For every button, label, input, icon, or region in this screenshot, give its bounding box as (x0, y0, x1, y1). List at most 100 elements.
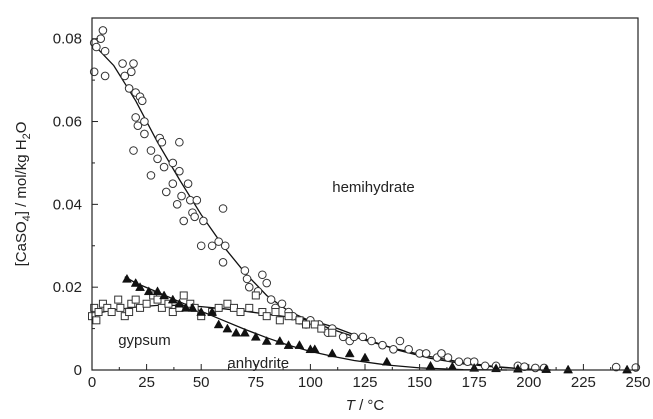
gypsum-point (229, 303, 238, 312)
gypsum-point (98, 299, 107, 308)
hemihydrate-point (118, 59, 127, 68)
gypsum-point (125, 308, 134, 317)
hemihydrate-point (454, 357, 464, 367)
hemihydrate-point (140, 117, 149, 126)
anhydrite-point (622, 364, 633, 374)
gypsum-point (103, 303, 112, 312)
gypsum-point (94, 308, 103, 317)
anhydrite-point (563, 364, 574, 374)
anhydrite-point (425, 360, 436, 370)
annotation-label: gypsum (118, 332, 171, 349)
gypsum-point (236, 308, 245, 317)
gypsum-point (127, 299, 136, 308)
hemihydrate-point (183, 179, 193, 188)
y-tick-label: 0 (74, 362, 82, 379)
x-axis-label-unit: / °C (355, 397, 385, 414)
hemihydrate-point (611, 362, 621, 372)
hemihydrate-point (175, 137, 184, 147)
anhydrite-point (174, 298, 185, 308)
hemihydrate-point (157, 137, 167, 147)
y-axis-label-sub2: 2 (21, 133, 33, 139)
anhydrite-point (250, 331, 261, 341)
anhydrite-point (122, 273, 132, 283)
gypsum-point (131, 295, 140, 304)
hemihydrate-point (129, 146, 138, 155)
x-tick-label: 50 (193, 374, 210, 391)
hemihydrate-point (214, 237, 223, 246)
hemihydrate-point (443, 353, 453, 362)
gypsum-point (271, 308, 280, 317)
hemihydrate-point (437, 349, 446, 358)
y-tick-label: 0.08 (53, 31, 82, 48)
anhydrite-point (381, 356, 392, 366)
x-tick-label: 200 (516, 374, 541, 391)
y-tick-label: 0.04 (53, 196, 82, 213)
anhydrite-point (231, 327, 242, 337)
y-axis-label-mid: ] / mol/kg H (13, 139, 30, 215)
anhydrite-point (222, 323, 233, 333)
x-tick-label: 100 (298, 374, 323, 391)
hemihydrate-point (127, 67, 136, 77)
hemihydrate-point (404, 344, 413, 354)
hemihydrate-point (153, 154, 162, 164)
x-tick-label: 25 (138, 374, 155, 391)
hemihydrate-point (131, 113, 140, 122)
gypsum-point (114, 295, 123, 304)
anhydrite-point (344, 348, 355, 358)
x-axis-label: T / °C (346, 397, 385, 414)
anhydrite-point (143, 286, 154, 296)
hemihydrate-point (100, 71, 110, 81)
x-tick-label: 150 (407, 374, 432, 391)
data-points (88, 26, 641, 374)
hemihydrate-point (146, 146, 156, 155)
anhydrite-point (196, 307, 207, 316)
y-axis-label-pre: [CaSO (13, 221, 30, 266)
gypsum-point (328, 328, 337, 337)
hemihydrate-point (146, 171, 156, 180)
gypsum-point (275, 316, 284, 325)
anhydrite-point (207, 307, 218, 316)
x-tick-label: 225 (571, 374, 596, 391)
gypsum-point (310, 320, 319, 329)
hemihydrate-point (177, 191, 186, 201)
hemihydrate-point (277, 299, 287, 309)
gypsum-point (284, 312, 293, 321)
hemihydrate-point (244, 282, 254, 292)
hemihydrate-point (220, 241, 230, 251)
hemihydrate-point (175, 166, 184, 176)
hemihydrate-point (395, 336, 405, 346)
anhydrite-point (213, 319, 224, 329)
gypsum-point (258, 308, 267, 317)
anhydrite-point (541, 364, 552, 373)
gypsum-point (223, 299, 232, 308)
hemihydrate-point (240, 266, 250, 275)
gypsum-point (164, 299, 173, 308)
hemihydrate-point (192, 195, 202, 205)
anhydrite-point (327, 348, 338, 358)
gypsum-point (295, 316, 304, 325)
hemihydrate-point (196, 241, 206, 251)
hemihydrate-point (98, 26, 108, 35)
hemihydrate-point (421, 349, 431, 358)
gypsum-point (302, 320, 311, 329)
gypsum-point (90, 303, 99, 312)
hemihydrate-point (349, 332, 359, 342)
gypsum-point (157, 303, 166, 312)
x-tick-label: 250 (625, 374, 650, 391)
anhydrite-point (261, 336, 272, 345)
y-axis-label-sub1: 4 (21, 215, 33, 221)
hemihydrate-point (140, 129, 149, 139)
y-tick-label: 0.02 (53, 279, 82, 296)
hemihydrate-point (120, 71, 130, 81)
anhydrite-point (274, 336, 285, 345)
hemihydrate-point (137, 96, 147, 106)
annotation-label: hemihydrate (332, 179, 415, 196)
y-tick-label: 0.06 (53, 114, 82, 131)
gypsum-point (116, 303, 125, 312)
hemihydrate-point (133, 121, 143, 130)
gypsum-point (168, 308, 177, 317)
hemihydrate-point (520, 362, 529, 371)
hemihydrate-point (262, 278, 272, 288)
hemihydrate-point (218, 204, 228, 213)
